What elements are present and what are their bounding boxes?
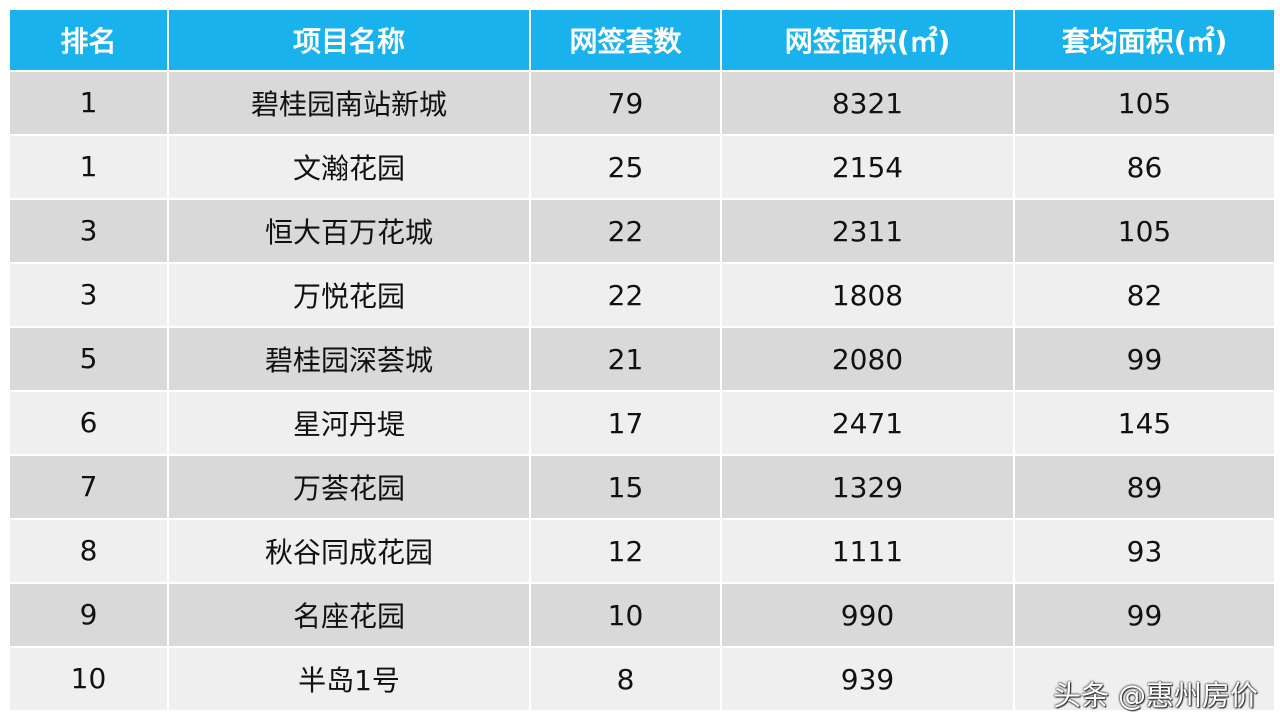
cell-signed-area: 990 xyxy=(722,584,1013,646)
cell-average-area: 82 xyxy=(1015,264,1274,326)
cell-rank: 3 xyxy=(10,200,167,262)
cell-average-area: 145 xyxy=(1015,392,1274,454)
cell-rank: 7 xyxy=(10,456,167,518)
table-row: 8 秋谷同成花园 12 1111 93 xyxy=(10,520,1274,582)
cell-average-area: 105 xyxy=(1015,200,1274,262)
header-rank: 排名 xyxy=(10,10,167,70)
cell-rank: 1 xyxy=(10,136,167,198)
table-row: 1 碧桂园南站新城 79 8321 105 xyxy=(10,72,1274,134)
cell-project-name: 半岛1号 xyxy=(169,648,529,710)
header-average-area: 套均面积(㎡) xyxy=(1015,10,1274,70)
table-row: 7 万荟花园 15 1329 89 xyxy=(10,456,1274,518)
cell-signed-units: 25 xyxy=(531,136,720,198)
header-signed-units: 网签套数 xyxy=(531,10,720,70)
cell-rank: 3 xyxy=(10,264,167,326)
source-watermark: 头条 @惠州房价 xyxy=(1053,679,1258,712)
cell-average-area: 105 xyxy=(1015,72,1274,134)
cell-project-name: 万悦花园 xyxy=(169,264,529,326)
table-row: 5 碧桂园深荟城 21 2080 99 xyxy=(10,328,1274,390)
cell-average-area: 93 xyxy=(1015,520,1274,582)
table-row: 9 名座花园 10 990 99 xyxy=(10,584,1274,646)
cell-signed-area: 1808 xyxy=(722,264,1013,326)
cell-rank: 5 xyxy=(10,328,167,390)
cell-signed-units: 10 xyxy=(531,584,720,646)
cell-signed-units: 22 xyxy=(531,264,720,326)
table-row: 6 星河丹堤 17 2471 145 xyxy=(10,392,1274,454)
cell-average-area: 86 xyxy=(1015,136,1274,198)
cell-signed-units: 17 xyxy=(531,392,720,454)
table-row: 3 恒大百万花城 22 2311 105 xyxy=(10,200,1274,262)
cell-signed-area: 1329 xyxy=(722,456,1013,518)
table-header-row: 排名 项目名称 网签套数 网签面积(㎡) 套均面积(㎡) xyxy=(10,10,1274,70)
cell-average-area: 99 xyxy=(1015,584,1274,646)
cell-signed-units: 12 xyxy=(531,520,720,582)
cell-rank: 6 xyxy=(10,392,167,454)
table-row: 1 文瀚花园 25 2154 86 xyxy=(10,136,1274,198)
cell-rank: 9 xyxy=(10,584,167,646)
cell-project-name: 万荟花园 xyxy=(169,456,529,518)
header-project-name: 项目名称 xyxy=(169,10,529,70)
ranking-table: 排名 项目名称 网签套数 网签面积(㎡) 套均面积(㎡) 1 碧桂园南站新城 7… xyxy=(8,8,1276,712)
cell-signed-units: 21 xyxy=(531,328,720,390)
cell-project-name: 秋谷同成花园 xyxy=(169,520,529,582)
cell-rank: 10 xyxy=(10,648,167,710)
ranking-table-container: 排名 项目名称 网签套数 网签面积(㎡) 套均面积(㎡) 1 碧桂园南站新城 7… xyxy=(8,8,1274,712)
cell-signed-units: 79 xyxy=(531,72,720,134)
cell-rank: 8 xyxy=(10,520,167,582)
cell-average-area: 89 xyxy=(1015,456,1274,518)
cell-signed-units: 22 xyxy=(531,200,720,262)
table-row: 3 万悦花园 22 1808 82 xyxy=(10,264,1274,326)
cell-rank: 1 xyxy=(10,72,167,134)
cell-signed-area: 2154 xyxy=(722,136,1013,198)
cell-project-name: 恒大百万花城 xyxy=(169,200,529,262)
cell-project-name: 星河丹堤 xyxy=(169,392,529,454)
cell-signed-area: 8321 xyxy=(722,72,1013,134)
cell-signed-units: 8 xyxy=(531,648,720,710)
cell-signed-units: 15 xyxy=(531,456,720,518)
cell-average-area: 99 xyxy=(1015,328,1274,390)
cell-average-area xyxy=(1015,648,1274,710)
table-row: 10 半岛1号 8 939 xyxy=(10,648,1274,710)
cell-project-name: 名座花园 xyxy=(169,584,529,646)
cell-signed-area: 2080 xyxy=(722,328,1013,390)
cell-signed-area: 2311 xyxy=(722,200,1013,262)
cell-project-name: 碧桂园南站新城 xyxy=(169,72,529,134)
cell-signed-area: 1111 xyxy=(722,520,1013,582)
cell-project-name: 碧桂园深荟城 xyxy=(169,328,529,390)
cell-project-name: 文瀚花园 xyxy=(169,136,529,198)
cell-signed-area: 939 xyxy=(722,648,1013,710)
cell-signed-area: 2471 xyxy=(722,392,1013,454)
header-signed-area: 网签面积(㎡) xyxy=(722,10,1013,70)
